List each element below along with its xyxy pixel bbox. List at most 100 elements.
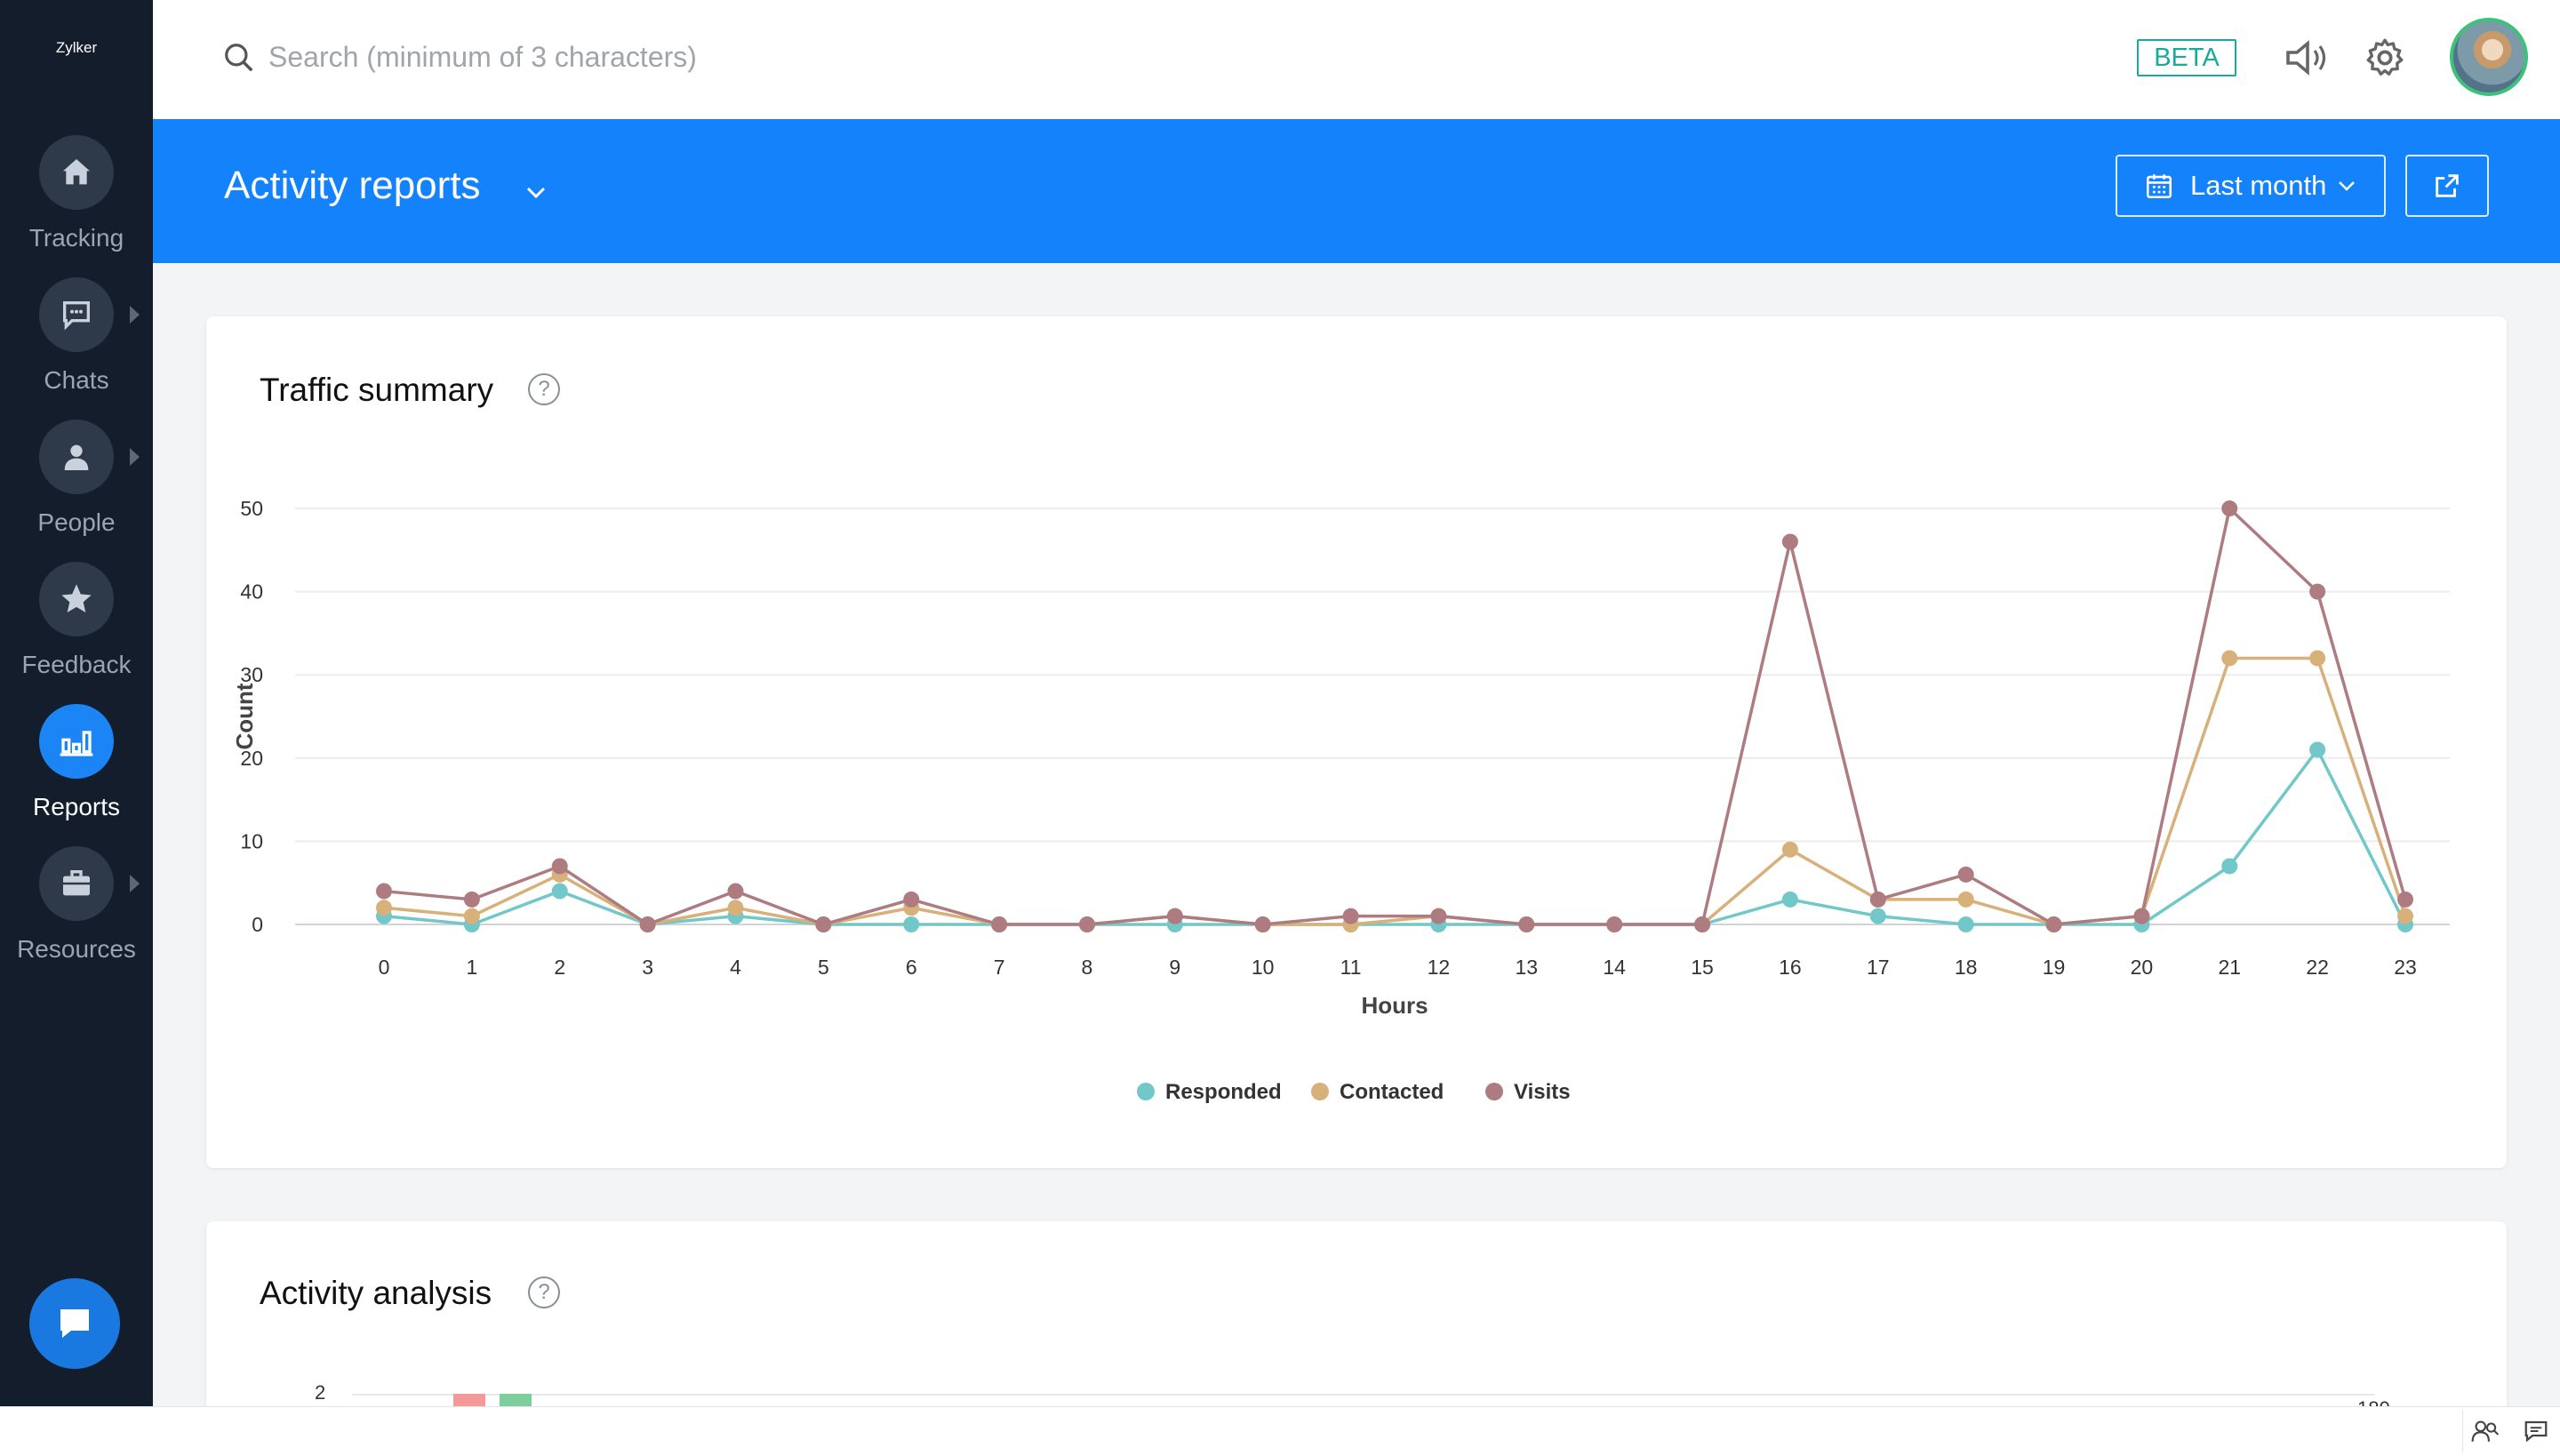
data-point-contacted [727, 900, 744, 916]
x-tick-label: 21 [2218, 956, 2241, 979]
data-point-visits [903, 891, 920, 908]
data-point-visits [551, 858, 568, 875]
x-tick-label: 1 [466, 956, 477, 979]
gear-icon[interactable] [2363, 36, 2407, 80]
sidebar-item-label: People [37, 508, 116, 536]
top-bar: BETA [153, 0, 2560, 119]
x-axis-label: Hours [1361, 992, 1428, 1019]
x-tick-label: 6 [906, 956, 917, 979]
legend-item: Responded [1165, 1080, 1282, 1104]
help-icon[interactable]: ? [528, 1276, 560, 1308]
sidebar-item-label: Feedback [21, 651, 132, 678]
sidebar-item-tracking[interactable]: Tracking [0, 135, 153, 268]
legend-marker [1485, 1083, 1503, 1100]
sidebar-item-label: Tracking [28, 224, 124, 252]
x-tick-label: 22 [2306, 956, 2329, 979]
data-point-visits [1430, 908, 1447, 924]
sidebar-item-label: Resources [17, 935, 136, 963]
chat-bubble-icon [63, 301, 90, 331]
data-point-visits [1694, 916, 1711, 932]
series-line-responded [383, 748, 2407, 926]
series-line-contacted [383, 656, 2407, 926]
data-point-responded [1869, 908, 1886, 924]
x-tick-label: 19 [2043, 956, 2066, 979]
chevron-down-icon[interactable] [524, 185, 548, 201]
x-tick-label: 17 [1867, 956, 1890, 979]
x-tick-label: 20 [2131, 956, 2154, 979]
data-point-visits [2397, 891, 2413, 908]
y-tick-label: 40 [240, 580, 263, 604]
data-point-visits [639, 916, 656, 932]
traffic-summary-title: Traffic summary [260, 372, 494, 408]
page-header: Activity reports Last month [153, 119, 2560, 263]
calendar-icon [2146, 174, 2172, 199]
data-point-contacted [2221, 650, 2238, 667]
page-title: Activity reports [224, 164, 481, 207]
speaker-icon[interactable] [2283, 36, 2332, 80]
data-point-responded [2309, 741, 2326, 758]
date-range-dropdown[interactable]: Last month [2116, 155, 2386, 217]
chat-launcher-button[interactable] [29, 1278, 120, 1369]
feedback-message-button[interactable] [2514, 1410, 2558, 1452]
x-tick-label: 7 [994, 956, 1005, 979]
data-point-responded [903, 916, 920, 932]
data-point-visits [2221, 500, 2238, 516]
data-point-visits [727, 883, 744, 900]
message-icon [60, 1309, 89, 1338]
export-button[interactable] [2405, 155, 2489, 217]
data-point-visits [463, 891, 480, 908]
y-tick-label: 30 [240, 663, 263, 686]
bottom-status-bar [0, 1406, 2560, 1456]
data-point-visits [2309, 583, 2326, 600]
sidebar-item-label: Reports [32, 793, 121, 820]
data-point-visits [1957, 866, 1974, 883]
x-tick-label: 16 [1779, 956, 1802, 979]
star-icon [61, 584, 92, 612]
data-point-visits [2045, 916, 2062, 932]
chevron-right-icon [130, 875, 140, 892]
sidebar-item-reports[interactable]: Reports [0, 704, 153, 837]
avatar[interactable] [2450, 18, 2528, 96]
x-tick-label: 5 [818, 956, 829, 979]
home-icon [63, 159, 90, 185]
data-point-visits [991, 916, 1008, 932]
x-tick-label: 11 [1340, 956, 1362, 979]
data-point-contacted [1957, 891, 1974, 908]
x-tick-label: 15 [1691, 956, 1714, 979]
x-tick-label: 12 [1428, 956, 1451, 979]
activity-analysis-title: Activity analysis [260, 1275, 492, 1311]
x-tick-label: 10 [1252, 956, 1275, 979]
people-search-icon [2471, 1420, 2499, 1442]
date-range-label: Last month [2190, 170, 2327, 201]
sidebar-item-resources[interactable]: Resources [0, 846, 153, 980]
help-icon[interactable]: ? [528, 373, 560, 405]
y-tick-label: 50 [240, 497, 263, 520]
beta-badge: BETA [2137, 39, 2236, 76]
sidebar-item-label: Chats [44, 366, 109, 394]
search-input[interactable] [268, 32, 1424, 82]
legend-marker [1137, 1083, 1155, 1100]
data-point-contacted [1781, 841, 1798, 858]
data-point-visits [2133, 908, 2150, 924]
sidebar-item-people[interactable]: People [0, 420, 153, 553]
y-tick-label: 10 [240, 829, 263, 852]
x-tick-label: 8 [1082, 956, 1093, 979]
bar-chart-icon [60, 731, 93, 756]
data-point-visits [1078, 916, 1095, 932]
y-tick-label: 20 [240, 747, 263, 770]
data-point-responded [1957, 916, 1974, 932]
data-point-visits [376, 883, 392, 900]
sidebar-item-chats[interactable]: Chats [0, 277, 153, 411]
y-tick-label: 0 [252, 913, 263, 936]
data-point-responded [2221, 858, 2238, 875]
sidebar: Zylker Tracking Chats People Feedback Re… [0, 0, 153, 1406]
data-point-visits [815, 916, 832, 932]
legend-item: Visits [1514, 1080, 1571, 1104]
legend-item: Contacted [1340, 1080, 1444, 1104]
data-point-contacted [463, 908, 480, 924]
search-icon [225, 44, 253, 72]
data-point-visits [1781, 533, 1798, 550]
sidebar-item-feedback[interactable]: Feedback [0, 562, 153, 695]
x-tick-label: 4 [730, 956, 741, 979]
visitors-button[interactable] [2462, 1410, 2507, 1452]
